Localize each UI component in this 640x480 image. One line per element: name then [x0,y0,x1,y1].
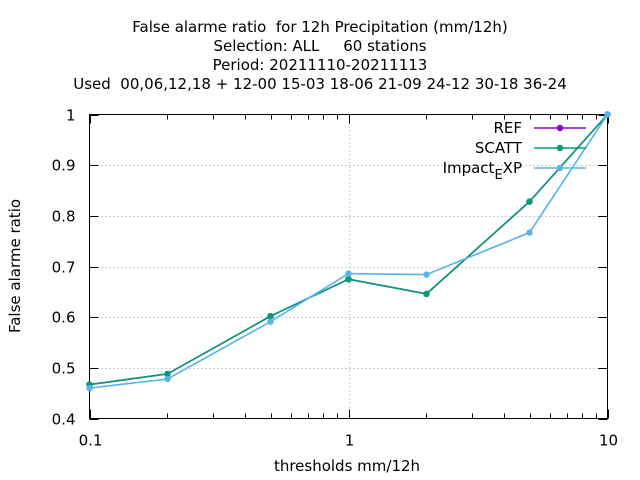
y-tick-label: 0.9 [52,157,76,175]
data-point-impact_exp [604,111,611,118]
x-tick-label: 1 [345,432,355,450]
tick-labels: 0.4 0.5 0.6 0.7 0.8 0.9 1 0.1 1 10 [52,107,618,450]
data-series [86,111,611,392]
data-point-scatt [345,276,352,283]
y-tick-label: 0.7 [52,259,76,277]
x-tick-label: 10 [599,432,618,450]
x-tick-label: 0.1 [79,432,103,450]
data-point-scatt [267,313,274,320]
legend-swatch-marker [556,164,564,172]
grid-lines [89,114,608,419]
data-point-impact_exp [164,375,171,383]
legend: REF SCATT ImpactEXP [443,119,586,183]
chart-subtitle-selection: Selection: ALL 60 stations [213,37,427,55]
legend-swatch-marker [556,144,564,152]
plot-frame [89,114,608,419]
legend-swatch-marker [556,124,564,132]
legend-label-impact_exp: ImpactEXP [443,159,522,183]
y-tick-label: 0.8 [52,208,76,226]
y-axis-label: False alarme ratio [6,199,24,333]
data-point-impact_exp [526,229,533,236]
y-tick-label: 0.6 [52,309,76,327]
legend-label-scatt: SCATT [475,139,523,157]
x-axis-label: thresholds mm/12h [274,457,420,475]
data-point-impact_exp [423,271,430,278]
chart-subtitle-period: Period: 20211110-20211113 [212,56,428,74]
data-point-impact_exp [86,384,93,392]
axis-ticks [89,114,609,420]
series-line-ref [89,113,609,386]
data-point-impact_exp [267,318,274,325]
chart-subtitle-used: Used 00,06,12,18 + 12-00 15-03 18-06 21-… [73,75,567,93]
y-tick-label: 0.4 [52,411,76,429]
y-tick-label: 1 [66,107,76,125]
legend-label-ref: REF [493,119,522,137]
chart-title: False alarme ratio for 12h Precipitation… [132,18,508,36]
y-tick-label: 0.5 [52,360,76,378]
data-point-scatt [423,290,430,298]
data-point-impact_exp [345,270,352,277]
data-point-scatt [526,198,533,205]
data-point-scatt [164,370,171,378]
series-line-scatt [89,113,609,386]
series-line-impact_exp [89,114,609,389]
